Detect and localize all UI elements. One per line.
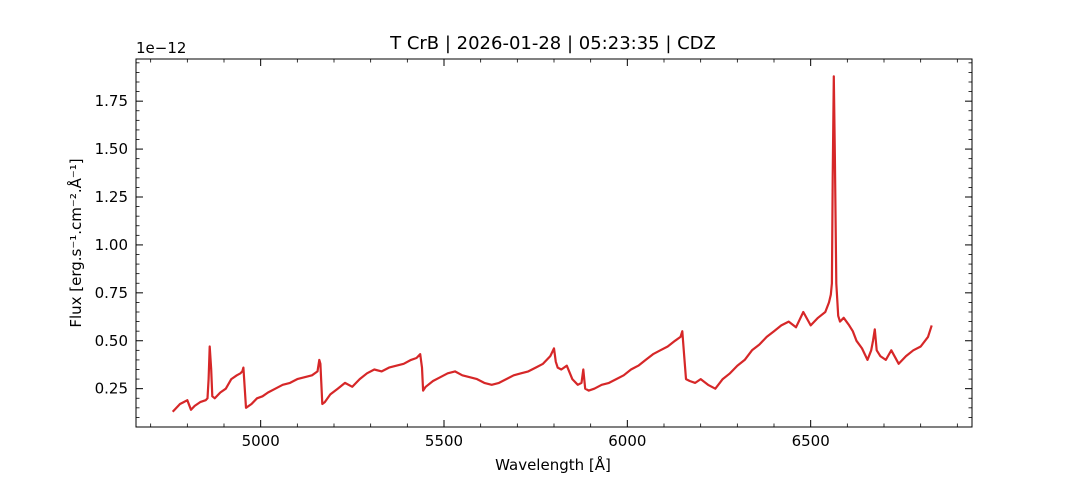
y-offset-text: 1e−12 [136, 39, 186, 57]
y-tick-label: 1.00 [95, 236, 128, 254]
x-tick-label: 6000 [608, 432, 646, 450]
x-tick-label: 5500 [425, 432, 463, 450]
y-tick-label: 1.50 [95, 140, 128, 158]
chart-title: T CrB | 2026-01-28 | 05:23:35 | CDZ [389, 33, 716, 54]
y-axis-ticks: 0.25 0.50 0.75 1.00 1.25 1.50 1.75 [95, 92, 972, 398]
y-tick-label: 0.50 [95, 332, 128, 350]
y-tick-label: 0.75 [95, 284, 128, 302]
y-tick-label: 1.75 [95, 92, 128, 110]
minor-ticks [136, 59, 972, 428]
x-tick-label: 5000 [242, 432, 280, 450]
x-tick-label: 6500 [792, 432, 830, 450]
y-tick-label: 1.25 [95, 188, 128, 206]
plot-frame [135, 58, 973, 428]
x-axis-ticks: 5000 5500 6000 6500 [242, 59, 830, 450]
series-line [171, 75, 933, 413]
x-axis-label: Wavelength [Å] [495, 455, 611, 474]
y-axis-label: Flux [erg.s⁻¹.cm⁻².Å⁻¹] [66, 158, 85, 327]
y-tick-label: 0.25 [95, 380, 128, 398]
